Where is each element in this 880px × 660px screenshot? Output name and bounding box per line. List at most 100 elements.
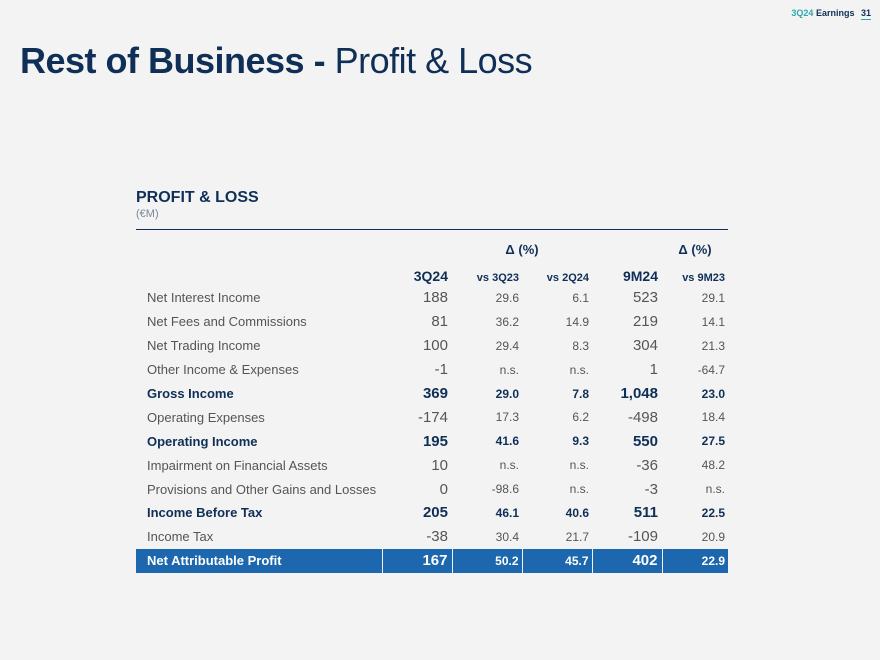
table-row: Provisions and Other Gains and Losses 0 -9…: [136, 477, 728, 501]
row-value: n.s.: [499, 362, 519, 377]
table-row: Operating Income 195 41.6 9.3 550 27.5: [136, 429, 728, 453]
row-value: 20.9: [701, 529, 725, 544]
row-value: 1,048: [620, 385, 658, 402]
row-value: 9.3: [572, 434, 589, 449]
row-value: 550: [632, 432, 658, 450]
row-value: -1: [434, 361, 448, 379]
row-value: 36.2: [495, 314, 519, 329]
row-value: -498: [627, 408, 658, 426]
row-value: 48.2: [701, 458, 725, 473]
row-label: Gross Income: [147, 386, 234, 401]
row-value: -64.7: [697, 362, 725, 377]
header-rule: [136, 229, 728, 230]
row-value: 45.7: [521, 548, 592, 573]
row-value: n.s.: [569, 458, 589, 473]
row-value: 167: [381, 548, 452, 573]
row-label: Impairment on Financial Assets: [147, 457, 328, 473]
row-value: 6.2: [572, 410, 589, 425]
row-value: 30.4: [495, 529, 519, 544]
row-value: n.s.: [499, 458, 519, 473]
section-title: PROFIT & LOSS: [136, 189, 259, 206]
header-quarter: 3Q24: [791, 8, 814, 18]
row-value: 195: [422, 432, 448, 450]
header-earnings: Earnings: [815, 8, 855, 18]
row-label: Net Trading Income: [147, 338, 261, 354]
row-value: n.s.: [569, 362, 589, 377]
row-value: 205: [422, 504, 448, 522]
row-value: 188: [422, 289, 448, 307]
column-header: 3Q24: [413, 268, 448, 284]
row-label: Income Before Tax: [147, 505, 263, 521]
row-value: 27.5: [701, 434, 725, 449]
row-value: 46.1: [495, 505, 519, 520]
table-row: Gross Income 369 29.0 7.8 1,048 23.0: [136, 382, 728, 406]
page-title-light: Profit & Loss: [334, 40, 533, 81]
row-value: 18.4: [701, 410, 725, 425]
row-value: 22.5: [701, 505, 725, 520]
row-value: 219: [632, 313, 658, 331]
row-value: 17.3: [495, 410, 519, 425]
row-value: 22.9: [661, 548, 728, 573]
table-row: Income Before Tax 205 46.1 40.6 511 22.5: [136, 501, 728, 525]
row-label: Operating Expenses: [147, 409, 265, 425]
row-value: n.s.: [569, 482, 589, 497]
table-row: Net Interest Income 188 29.6 6.1 523 29.1: [136, 286, 728, 310]
row-value: 29.6: [495, 290, 519, 305]
page-title-bold: Rest of Business -: [20, 40, 326, 81]
row-label: Provisions and Other Gains and Losses: [147, 481, 377, 497]
row-value: 29.1: [701, 290, 725, 305]
row-value: 21.7: [565, 529, 589, 544]
table-row: Other Income & Expenses -1 n.s. n.s. 1 -64.7: [136, 358, 728, 382]
row-value: 0: [439, 480, 448, 498]
page-header: 3Q24 Earnings 31: [791, 8, 871, 20]
row-label: Net Interest Income: [147, 290, 261, 306]
row-label: Net Fees and Commissions: [147, 314, 307, 330]
row-value: -38: [426, 528, 448, 546]
page-title: Rest of Business - Profit & Loss: [20, 40, 533, 82]
column-header: vs 9M23: [682, 272, 725, 284]
row-value: 6.1: [572, 290, 589, 305]
row-value: -3: [644, 480, 658, 498]
row-value: n.s.: [705, 482, 725, 497]
section-unit: (€M): [136, 208, 159, 220]
row-value: 304: [632, 337, 658, 355]
table-row: Income Tax -38 30.4 21.7 -109 20.9: [136, 525, 728, 549]
row-value: 41.6: [495, 434, 519, 449]
row-value: 7.8: [572, 386, 589, 401]
row-value: 523: [632, 289, 658, 307]
row-value: 23.0: [701, 386, 725, 401]
row-label: Income Tax: [147, 529, 214, 545]
row-label: Net Attributable Profit: [136, 548, 382, 573]
delta-quarter-header: Δ (%): [505, 242, 539, 257]
row-value: 14.1: [701, 314, 725, 329]
table-row: Net Fees and Commissions 81 36.2 14.9 219 14.…: [136, 310, 728, 334]
row-value: 50.2: [451, 548, 522, 573]
pl-table: Δ (%) Δ (%) 3Q24 vs 3Q23 vs 2Q24 9M24 vs…: [136, 230, 728, 573]
row-value: 1: [649, 361, 658, 379]
row-value: -109: [627, 528, 658, 546]
row-value: 511: [633, 504, 658, 522]
table-row: Operating Expenses -174 17.3 6.2 -498 18.4: [136, 405, 728, 429]
column-header: 9M24: [622, 268, 658, 284]
row-value: -98.6: [491, 482, 519, 497]
row-value: 81: [431, 313, 448, 331]
row-value: 40.6: [565, 505, 589, 520]
row-value: -36: [636, 456, 658, 474]
row-value: 8.3: [572, 338, 589, 353]
page-number: 31: [860, 8, 871, 20]
delta-9m-header: Δ (%): [678, 242, 712, 257]
table-row: Net Trading Income 100 29.4 8.3 304 21.3: [136, 334, 728, 358]
table-row: Impairment on Financial Assets 10 n.s. n.s.…: [136, 453, 728, 477]
row-label: Other Income & Expenses: [147, 362, 299, 378]
row-value: 369: [422, 385, 448, 402]
column-header: vs 2Q24: [546, 272, 589, 284]
row-value: 29.4: [495, 338, 519, 353]
row-value: 100: [422, 337, 448, 355]
row-label: Operating Income: [147, 433, 258, 449]
row-value: 21.3: [701, 338, 725, 353]
row-value: 14.9: [565, 314, 589, 329]
row-value: 402: [591, 548, 662, 573]
row-value: 10: [431, 456, 448, 474]
row-value: 29.0: [495, 386, 519, 401]
row-value: -174: [417, 408, 448, 426]
